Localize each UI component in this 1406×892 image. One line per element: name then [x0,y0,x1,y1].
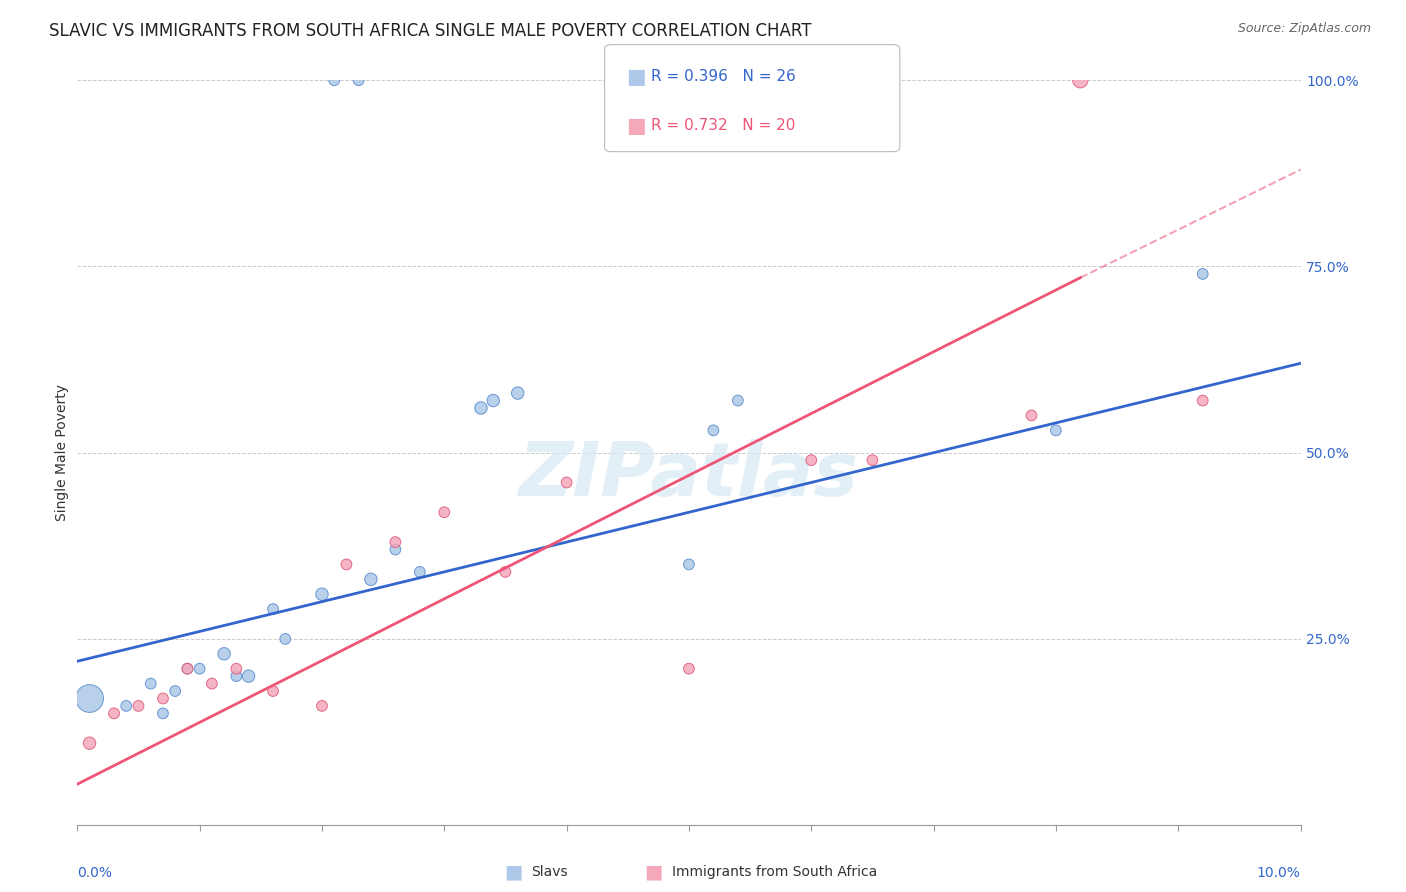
Point [702,423,724,437]
Point [506,386,529,401]
Point [176,662,198,676]
Text: ■: ■ [626,116,645,136]
Point [495,565,517,579]
Point [800,453,823,467]
Point [360,572,382,586]
Point [262,602,284,616]
Point [115,698,138,713]
Point [262,684,284,698]
Point [678,558,700,572]
Point [727,393,749,408]
Point [1191,267,1213,281]
Point [384,535,406,549]
Point [1021,409,1043,423]
Point [127,698,149,713]
Text: ZIPatlas: ZIPatlas [519,439,859,511]
Point [274,632,297,646]
Point [212,647,235,661]
Point [347,73,370,87]
Point [311,587,333,601]
Point [409,565,432,579]
Point [225,662,247,676]
Point [152,706,174,721]
Point [433,505,456,519]
Point [323,73,346,87]
Point [201,676,224,690]
Text: ■: ■ [644,863,664,882]
Point [555,475,578,490]
Text: 10.0%: 10.0% [1257,866,1301,880]
Text: Immigrants from South Africa: Immigrants from South Africa [672,865,877,880]
Point [139,676,162,690]
Text: Source: ZipAtlas.com: Source: ZipAtlas.com [1237,22,1371,36]
Point [1045,423,1067,437]
Point [152,691,174,706]
Point [311,698,333,713]
Point [176,662,198,676]
Point [103,706,125,721]
Y-axis label: Single Male Poverty: Single Male Poverty [55,384,69,521]
Text: 0.0%: 0.0% [77,866,112,880]
Text: R = 0.396   N = 26: R = 0.396 N = 26 [651,69,796,84]
Point [79,736,101,750]
Point [470,401,492,415]
Point [1191,393,1213,408]
Point [482,393,505,408]
Point [384,542,406,557]
Point [678,662,700,676]
Text: ■: ■ [503,863,523,882]
Point [1069,73,1091,87]
Text: R = 0.732   N = 20: R = 0.732 N = 20 [651,118,796,133]
Text: Slavs: Slavs [531,865,568,880]
Point [862,453,884,467]
Point [188,662,211,676]
Text: ■: ■ [626,67,645,87]
Point [238,669,260,683]
Point [335,558,357,572]
Point [165,684,187,698]
Text: SLAVIC VS IMMIGRANTS FROM SOUTH AFRICA SINGLE MALE POVERTY CORRELATION CHART: SLAVIC VS IMMIGRANTS FROM SOUTH AFRICA S… [49,22,811,40]
Point [79,691,101,706]
Point [225,669,247,683]
